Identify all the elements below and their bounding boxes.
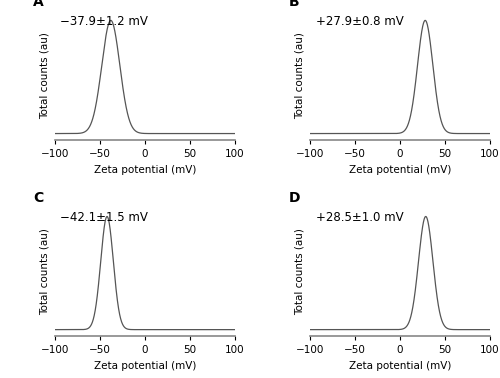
Text: +27.9±0.8 mV: +27.9±0.8 mV bbox=[316, 15, 404, 28]
Text: C: C bbox=[34, 191, 43, 205]
Y-axis label: Total counts (au): Total counts (au) bbox=[294, 228, 304, 315]
Text: +28.5±1.0 mV: +28.5±1.0 mV bbox=[316, 211, 404, 224]
Text: D: D bbox=[288, 191, 300, 205]
Text: −42.1±1.5 mV: −42.1±1.5 mV bbox=[60, 211, 148, 224]
Text: −37.9±1.2 mV: −37.9±1.2 mV bbox=[60, 15, 148, 28]
Text: A: A bbox=[34, 0, 44, 9]
Y-axis label: Total counts (au): Total counts (au) bbox=[40, 33, 50, 119]
Text: B: B bbox=[288, 0, 300, 9]
X-axis label: Zeta potential (mV): Zeta potential (mV) bbox=[349, 165, 452, 175]
Y-axis label: Total counts (au): Total counts (au) bbox=[294, 33, 304, 119]
X-axis label: Zeta potential (mV): Zeta potential (mV) bbox=[94, 361, 196, 371]
X-axis label: Zeta potential (mV): Zeta potential (mV) bbox=[349, 361, 452, 371]
X-axis label: Zeta potential (mV): Zeta potential (mV) bbox=[94, 165, 196, 175]
Y-axis label: Total counts (au): Total counts (au) bbox=[40, 228, 50, 315]
